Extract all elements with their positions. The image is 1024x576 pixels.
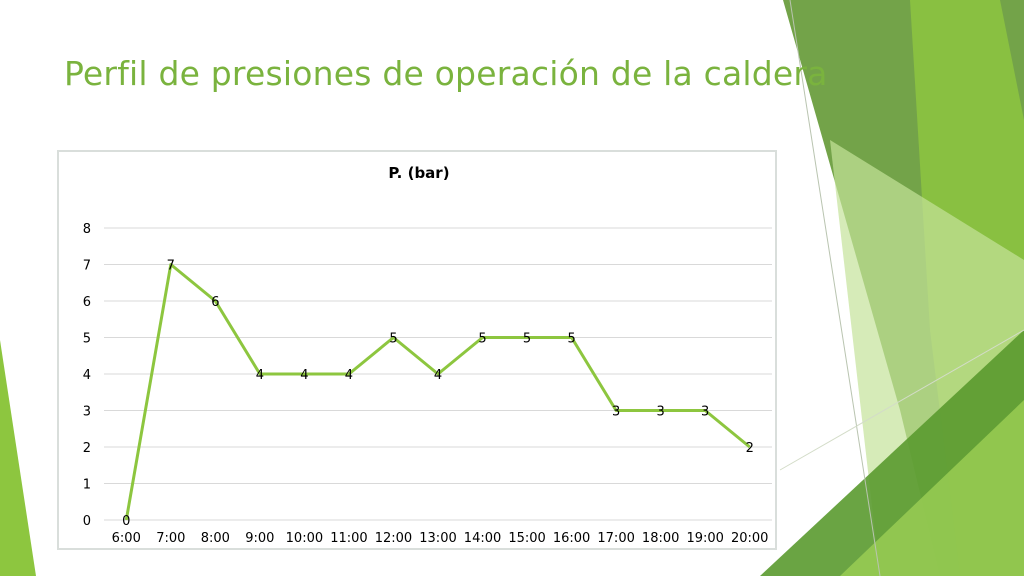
x-tick-label: 10:00 xyxy=(286,531,323,546)
data-label: 3 xyxy=(701,405,709,420)
data-label: 3 xyxy=(612,405,620,420)
x-tick-label: 9:00 xyxy=(245,531,274,546)
data-label: 3 xyxy=(657,405,665,420)
data-label: 4 xyxy=(434,368,442,383)
series-pressure xyxy=(124,263,751,521)
x-tick-label: 7:00 xyxy=(156,531,185,546)
x-tick-label: 20:00 xyxy=(731,531,768,546)
data-label: 5 xyxy=(389,332,397,347)
data-label: 4 xyxy=(300,368,308,383)
y-axis-tick-labels: 0 1 2 3 4 5 6 7 8 xyxy=(83,222,91,529)
deco-thin-line-2 xyxy=(779,329,1024,471)
data-label: 5 xyxy=(523,332,531,347)
y-tick-label: 5 xyxy=(83,332,91,347)
data-label: 4 xyxy=(345,368,353,383)
x-tick-label: 18:00 xyxy=(642,531,679,546)
x-tick-label: 17:00 xyxy=(597,531,634,546)
y-tick-label: 0 xyxy=(83,514,91,529)
y-tick-label: 8 xyxy=(83,222,91,237)
line-chart: P. (bar) 0 1 2 3 4 5 6 7 8 6:00 7:00 8:00 9:00 10:00… xyxy=(83,164,772,546)
series-line xyxy=(124,263,751,521)
x-tick-label: 6:00 xyxy=(112,531,141,546)
data-label: 5 xyxy=(567,332,575,347)
x-tick-label: 15:00 xyxy=(508,531,545,546)
data-label: 4 xyxy=(256,368,264,383)
chart-title: P. (bar) xyxy=(388,164,449,182)
x-tick-label: 11:00 xyxy=(330,531,367,546)
data-label: 5 xyxy=(478,332,486,347)
y-tick-label: 1 xyxy=(83,478,91,493)
y-tick-label: 4 xyxy=(83,368,91,383)
x-tick-label: 19:00 xyxy=(686,531,723,546)
data-label: 0 xyxy=(122,514,130,529)
x-tick-label: 16:00 xyxy=(553,531,590,546)
x-tick-label: 12:00 xyxy=(375,531,412,546)
data-label: 2 xyxy=(746,441,754,456)
data-label: 6 xyxy=(211,295,219,310)
x-tick-label: 14:00 xyxy=(464,531,501,546)
deco-light-facet-2 xyxy=(840,400,1024,576)
y-tick-label: 7 xyxy=(83,259,91,274)
data-labels: 0 7 6 4 4 4 5 4 5 5 5 3 3 3 2 xyxy=(122,259,754,530)
y-tick-label: 2 xyxy=(83,441,91,456)
page-title: Perfil de presiones de operación de la c… xyxy=(64,54,828,93)
y-tick-label: 3 xyxy=(83,405,91,420)
deco-left-sliver xyxy=(0,340,36,576)
deco-thin-line-1 xyxy=(789,0,881,576)
x-axis-tick-labels: 6:00 7:00 8:00 9:00 10:00 11:00 12:00 13:00 14:0… xyxy=(112,531,769,546)
chart-container: P. (bar) 0 1 2 3 4 5 6 7 8 6:00 7:00 8:00 9:00 10:00… xyxy=(57,150,777,550)
data-label: 7 xyxy=(167,259,175,274)
x-tick-label: 8:00 xyxy=(201,531,230,546)
x-tick-label: 13:00 xyxy=(419,531,456,546)
y-tick-label: 6 xyxy=(83,295,91,310)
